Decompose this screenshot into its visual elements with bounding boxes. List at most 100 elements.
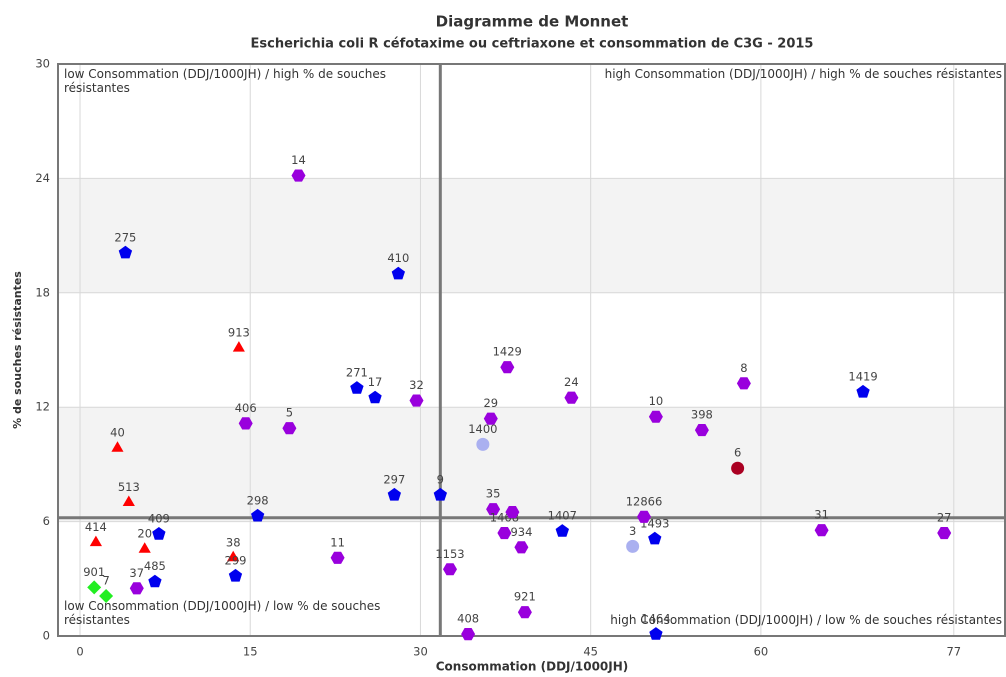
point: [736, 377, 751, 390]
point: [87, 580, 102, 595]
annotation-line: high Consommation (DDJ/1000JH) / low % d…: [610, 613, 1002, 627]
point-label: 414: [85, 520, 107, 534]
point-label: 38: [226, 535, 241, 549]
point: [461, 628, 476, 641]
point-label: 20: [137, 527, 152, 541]
point: [856, 384, 870, 398]
point: [637, 510, 651, 523]
point-label: 6: [734, 446, 741, 460]
point: [505, 506, 520, 519]
point: [731, 461, 745, 475]
point: [282, 422, 297, 435]
annotation-line: high Consommation (DDJ/1000JH) / high % …: [605, 67, 1002, 81]
point: [409, 394, 424, 407]
quadrant-annotation: high Consommation (DDJ/1000JH) / high % …: [605, 67, 1002, 81]
point: [330, 551, 345, 564]
point-label: 24: [564, 375, 579, 389]
point: [937, 527, 952, 540]
point: [486, 503, 501, 516]
x-tick-label: 15: [243, 645, 258, 659]
point-label: 1407: [548, 509, 577, 523]
point-label: 913: [228, 326, 250, 340]
point-label: 10: [649, 394, 664, 408]
point-label: 5: [286, 406, 293, 420]
point: [555, 524, 569, 537]
point: [517, 606, 532, 619]
point: [148, 574, 162, 588]
y-axis-title: % de souches résistantes: [11, 271, 24, 429]
point: [476, 437, 490, 451]
y-tick-label: 0: [43, 629, 50, 643]
y-tick-label: 12: [35, 400, 50, 414]
point: [443, 563, 457, 576]
y-tick-label: 18: [35, 285, 50, 299]
point: [122, 495, 135, 506]
point-label: 1419: [848, 369, 877, 383]
point-label: 408: [457, 612, 479, 626]
point-label: 12866: [626, 494, 663, 508]
point-label: 513: [118, 480, 140, 494]
point: [291, 169, 306, 182]
plot-band: [58, 178, 1006, 293]
point-label: 921: [514, 590, 536, 604]
point: [368, 390, 382, 404]
point: [648, 531, 662, 545]
point-label: 901: [83, 565, 105, 579]
point-label: 27: [937, 511, 952, 525]
point: [387, 487, 401, 501]
point: [433, 487, 447, 501]
point-label: 14: [291, 153, 306, 167]
point: [694, 424, 709, 437]
y-tick-label: 6: [43, 514, 50, 528]
point-label: 35: [486, 487, 501, 501]
point-label: 410: [387, 251, 409, 265]
point: [89, 535, 102, 547]
point: [111, 441, 124, 452]
point: [814, 524, 829, 537]
annotation-line: low Consommation (DDJ/1000JH) / low % de…: [64, 599, 380, 613]
point-label: 485: [144, 559, 166, 573]
point-label: 3: [629, 524, 636, 538]
point: [118, 245, 133, 259]
annotation-line: low Consommation (DDJ/1000JH) / high % d…: [64, 67, 386, 81]
point-label: 298: [247, 493, 269, 507]
point: [514, 541, 529, 554]
point-label: 275: [114, 230, 136, 244]
plot-border: [57, 63, 1006, 637]
point: [626, 539, 640, 553]
point-label: 32: [409, 378, 424, 392]
point: [649, 627, 663, 640]
y-tick-label: 30: [35, 57, 50, 71]
x-tick-label: 60: [754, 645, 769, 659]
chart-title: Diagramme de Monnet: [436, 13, 629, 31]
point: [564, 391, 579, 404]
point-label: 40: [110, 426, 125, 440]
point-label: 271: [346, 366, 368, 380]
point: [648, 410, 663, 423]
point-label: 409: [148, 511, 170, 525]
point: [497, 527, 512, 540]
x-tick-label: 45: [583, 645, 598, 659]
point: [138, 542, 151, 553]
x-tick-label: 30: [413, 645, 428, 659]
point: [483, 412, 498, 425]
point-label: 406: [235, 401, 257, 415]
plot-band: [58, 407, 1006, 522]
point-label: 1429: [493, 345, 522, 359]
point-label: 37: [129, 566, 144, 580]
x-tick-label: 77: [946, 645, 961, 659]
point: [238, 417, 253, 430]
point-label: 29: [483, 396, 498, 410]
quadrant-annotation: low Consommation (DDJ/1000JH) / low % de…: [64, 599, 380, 627]
quadrant-annotation: low Consommation (DDJ/1000JH) / high % d…: [64, 67, 386, 95]
point: [500, 361, 515, 374]
point: [232, 341, 245, 352]
point-label: 1400: [468, 422, 497, 436]
point-label: 299: [225, 553, 247, 567]
point: [251, 508, 265, 522]
point: [152, 527, 166, 540]
point-label: 17: [368, 375, 383, 389]
point-label: 11: [330, 535, 345, 549]
annotation-line: résistantes: [64, 613, 130, 627]
